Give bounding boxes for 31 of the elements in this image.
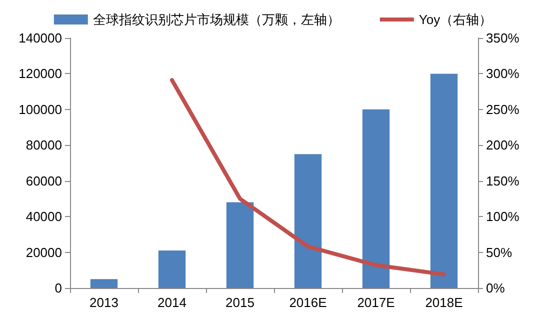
y-tick-label: 140000 — [18, 30, 62, 46]
y-tick-label: 20000 — [26, 244, 62, 260]
y-tick-label: 0 — [54, 280, 62, 296]
y-tick-label: 120000 — [18, 66, 62, 82]
legend-label: Yoy（右轴） — [418, 12, 492, 27]
y2-tick-label: 250% — [486, 102, 520, 117]
x-tick-label: 2016E — [289, 295, 328, 310]
y-tick-label: 100000 — [18, 102, 62, 117]
bar — [226, 202, 254, 288]
x-tick-label: 2015 — [226, 295, 254, 310]
bar — [158, 250, 186, 288]
x-tick-label: 2018E — [425, 295, 464, 310]
y2-tick-label: 350% — [486, 30, 520, 46]
x-tick-label: 2017E — [357, 295, 396, 310]
y-tick-label: 80000 — [26, 138, 62, 153]
x-tick-label: 2013 — [90, 295, 118, 310]
x-tick-label: 2014 — [158, 295, 186, 310]
y2-tick-label: 100% — [486, 209, 520, 224]
bar — [90, 279, 118, 288]
y-tick-label: 60000 — [26, 173, 62, 188]
y-tick-label: 40000 — [26, 209, 62, 224]
bar — [430, 74, 458, 288]
bar — [362, 109, 390, 288]
legend-label: 全球指纹识别芯片市场规模（万颗，左轴） — [92, 12, 340, 27]
y2-tick-label: 50% — [486, 244, 512, 260]
y2-tick-label: 150% — [486, 173, 520, 188]
y2-tick-label: 0% — [486, 280, 506, 296]
line-series — [170, 78, 446, 276]
y2-tick-label: 300% — [486, 66, 520, 82]
bar — [294, 154, 322, 288]
y2-tick-label: 200% — [486, 138, 520, 153]
